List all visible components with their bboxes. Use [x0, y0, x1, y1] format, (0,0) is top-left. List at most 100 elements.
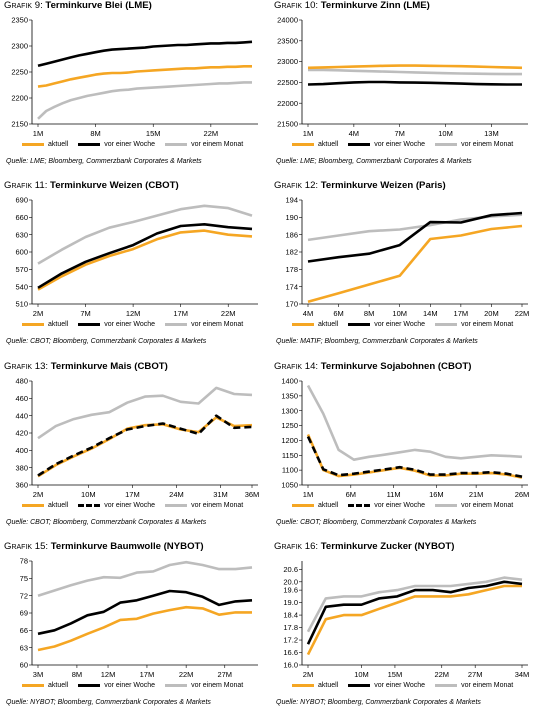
legend-item: vor einem Monat	[165, 682, 243, 689]
chart-source: Quelle: CBOT; Bloomberg, Commerzbank Cor…	[276, 519, 477, 526]
y-tick-label: 24000	[277, 16, 298, 25]
line-chart: 2150 2200 2250 2300 2350 1M 8M 15M 22M	[11, 16, 258, 138]
x-tick-label: 22M	[515, 309, 530, 318]
y-tick-label: 60	[20, 661, 28, 670]
x-tick-label: 7M	[395, 129, 405, 138]
chart-panel: Grafik 12: Terminkurve Weizen (Paris) 170…	[270, 180, 532, 356]
legend-label: aktuell	[318, 682, 339, 689]
legend-item: aktuell	[22, 321, 68, 328]
chart-title: Grafik 12: Terminkurve Weizen (Paris)	[274, 180, 446, 191]
x-tick-label: 15M	[146, 129, 161, 138]
series-line-vor-einer-woche	[307, 80, 522, 86]
legend-label: aktuell	[48, 682, 69, 689]
grafik-label: Grafik 14:	[274, 361, 319, 372]
x-tick-label: 1M	[303, 129, 313, 138]
chart-title-text: Terminkurve Weizen (Paris)	[320, 180, 446, 191]
series-line-aktuell	[37, 229, 253, 291]
chart-panel: Grafik 15: Terminkurve Baumwolle (NYBOT)…	[0, 541, 262, 717]
x-tick-label: 12M	[101, 670, 116, 679]
grafik-label: Grafik 9:	[4, 0, 43, 11]
y-tick-label: 18.4	[283, 611, 298, 620]
legend-label: vor einer Woche	[104, 682, 156, 689]
x-tick-label: 10M	[81, 490, 96, 499]
x-tick-label: 17M	[173, 309, 188, 318]
legend-item: aktuell	[22, 141, 68, 148]
chart-panel: Grafik 9: Terminkurve Blei (LME) 2150 2200…	[0, 0, 262, 176]
grafik-label: Grafik 15:	[4, 541, 49, 552]
chart-title: Grafik 14: Terminkurve Sojabohnen (CBOT)	[274, 361, 471, 372]
legend-swatch	[348, 684, 371, 687]
grafik-label: Grafik 16:	[274, 541, 319, 552]
y-tick-label: 660	[15, 213, 28, 222]
legend-swatch	[165, 323, 188, 326]
series-line-vor-einem-monat	[37, 386, 253, 440]
y-tick-label: 190	[285, 213, 298, 222]
x-tick-label: 2M	[33, 309, 43, 318]
x-tick-label: 22M	[179, 670, 194, 679]
series-line-vor-einer-woche	[306, 436, 523, 478]
x-tick-label: 20M	[484, 309, 499, 318]
series-line-vor-einem-monat	[308, 68, 522, 76]
y-tick-label: 570	[15, 265, 28, 274]
chart-title-text: Terminkurve Zinn (LME)	[320, 0, 430, 11]
chart-source: Quelle: LME; Bloomberg, Commerzbank Corp…	[276, 158, 472, 165]
legend-item: aktuell	[292, 321, 338, 328]
legend-item: vor einem Monat	[165, 321, 243, 328]
x-tick-label: 10M	[438, 129, 453, 138]
chart-legend: aktuell vor einer Woche vor einem Monat	[22, 321, 253, 328]
x-tick-label: 12M	[126, 309, 141, 318]
legend-label: vor einem Monat	[461, 141, 514, 148]
legend-swatch	[165, 684, 188, 687]
x-tick-label: 17M	[454, 309, 469, 318]
legend-item: vor einem Monat	[435, 502, 513, 509]
y-tick-label: 78	[20, 557, 28, 566]
x-tick-label: 36M	[245, 490, 260, 499]
chart-title: Grafik 11: Terminkurve Weizen (CBOT)	[4, 180, 179, 191]
legend-label: aktuell	[48, 141, 69, 148]
chart-title: Grafik 9: Terminkurve Blei (LME)	[4, 0, 152, 11]
series-line-vor-einem-monat	[37, 81, 252, 120]
line-chart: 510 540 570 600 630 660 690 2M 7M 12M 17M 22M	[15, 196, 258, 318]
chart-source: Quelle: NYBOT; Bloomberg, Commerzbank Co…	[6, 699, 211, 706]
x-tick-label: 22M	[434, 670, 449, 679]
legend-swatch	[435, 323, 458, 326]
legend-swatch	[292, 143, 314, 146]
series-line-vor-einem-monat	[37, 560, 253, 597]
chart-title: Grafik 13: Terminkurve Mais (CBOT)	[4, 361, 168, 372]
chart-title: Grafik 15: Terminkurve Baumwolle (NYBOT)	[4, 541, 204, 552]
x-tick-label: 22M	[204, 129, 219, 138]
chart-legend: aktuell vor einer Woche vor einem Monat	[292, 321, 523, 328]
y-tick-label: 510	[15, 300, 28, 309]
chart-legend: aktuell vor einer Woche vor einem Monat	[22, 502, 253, 509]
x-tick-label: 21M	[469, 490, 484, 499]
chart-title-text: Terminkurve Baumwolle (NYBOT)	[50, 541, 204, 552]
chart-panel: Grafik 10: Terminkurve Zinn (LME) 21500 22…	[270, 0, 532, 176]
legend-swatch	[292, 504, 314, 507]
series-line-vor-einem-monat	[37, 204, 253, 265]
y-tick-label: 2200	[11, 94, 28, 103]
y-tick-label: 1300	[281, 406, 298, 415]
chart-title-text: Terminkurve Weizen (CBOT)	[50, 180, 179, 191]
chart-legend: aktuell vor einer Woche vor einem Monat	[22, 141, 253, 148]
legend-label: vor einem Monat	[191, 141, 244, 148]
y-tick-label: 1050	[281, 481, 298, 490]
y-tick-label: 75	[20, 574, 28, 583]
y-tick-label: 360	[15, 481, 28, 490]
y-tick-label: 2250	[11, 68, 28, 77]
legend-swatch	[78, 684, 101, 687]
x-tick-label: 1M	[303, 490, 313, 499]
y-tick-label: 480	[15, 377, 28, 386]
chart-legend: aktuell vor einer Woche vor einem Monat	[292, 141, 523, 148]
y-tick-label: 21500	[277, 120, 298, 129]
x-tick-label: 14M	[423, 309, 438, 318]
legend-item: vor einer Woche	[348, 502, 425, 509]
legend-label: vor einer Woche	[374, 141, 426, 148]
legend-label: aktuell	[318, 321, 339, 328]
line-chart: 170 174 178 182 186 190 194 4M 6M 8M 10M 14M 17M 20M 2…	[285, 196, 530, 318]
y-tick-label: 174	[285, 282, 298, 291]
legend-label: vor einer Woche	[374, 321, 426, 328]
series-line-aktuell	[307, 64, 523, 70]
y-tick-label: 17.8	[283, 623, 298, 632]
legend-item: aktuell	[292, 502, 338, 509]
legend-swatch	[165, 143, 188, 146]
